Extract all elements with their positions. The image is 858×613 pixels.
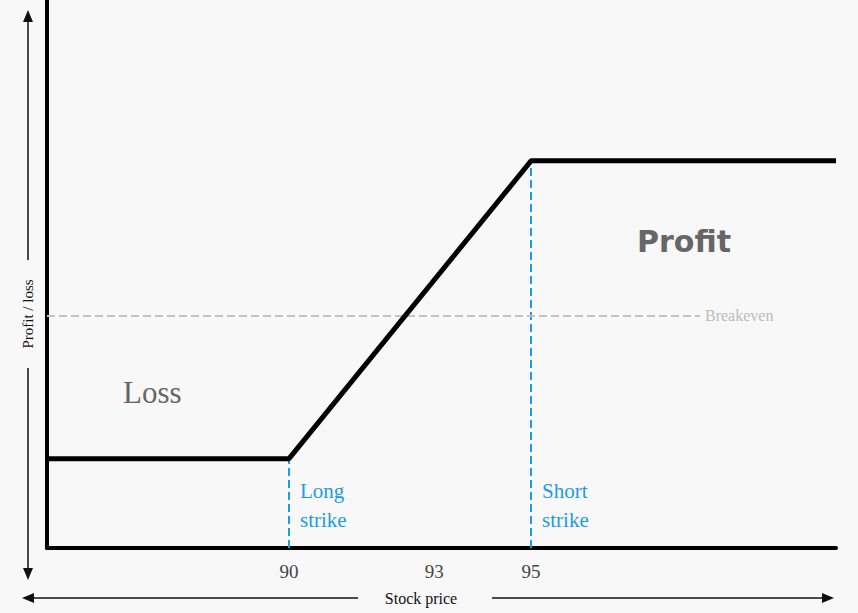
svg-text:strike: strike: [542, 508, 589, 532]
svg-text:Short: Short: [542, 479, 588, 503]
svg-text:93: 93: [425, 561, 444, 582]
svg-text:Profit: Profit: [637, 224, 731, 259]
svg-text:Stock price: Stock price: [385, 590, 457, 608]
svg-text:Profit / loss: Profit / loss: [20, 279, 36, 348]
svg-text:strike: strike: [300, 508, 347, 532]
svg-text:Long: Long: [300, 479, 345, 503]
svg-text:Loss: Loss: [123, 375, 182, 410]
svg-text:90: 90: [280, 561, 299, 582]
svg-text:Breakeven: Breakeven: [705, 307, 773, 324]
svg-text:95: 95: [522, 561, 541, 582]
